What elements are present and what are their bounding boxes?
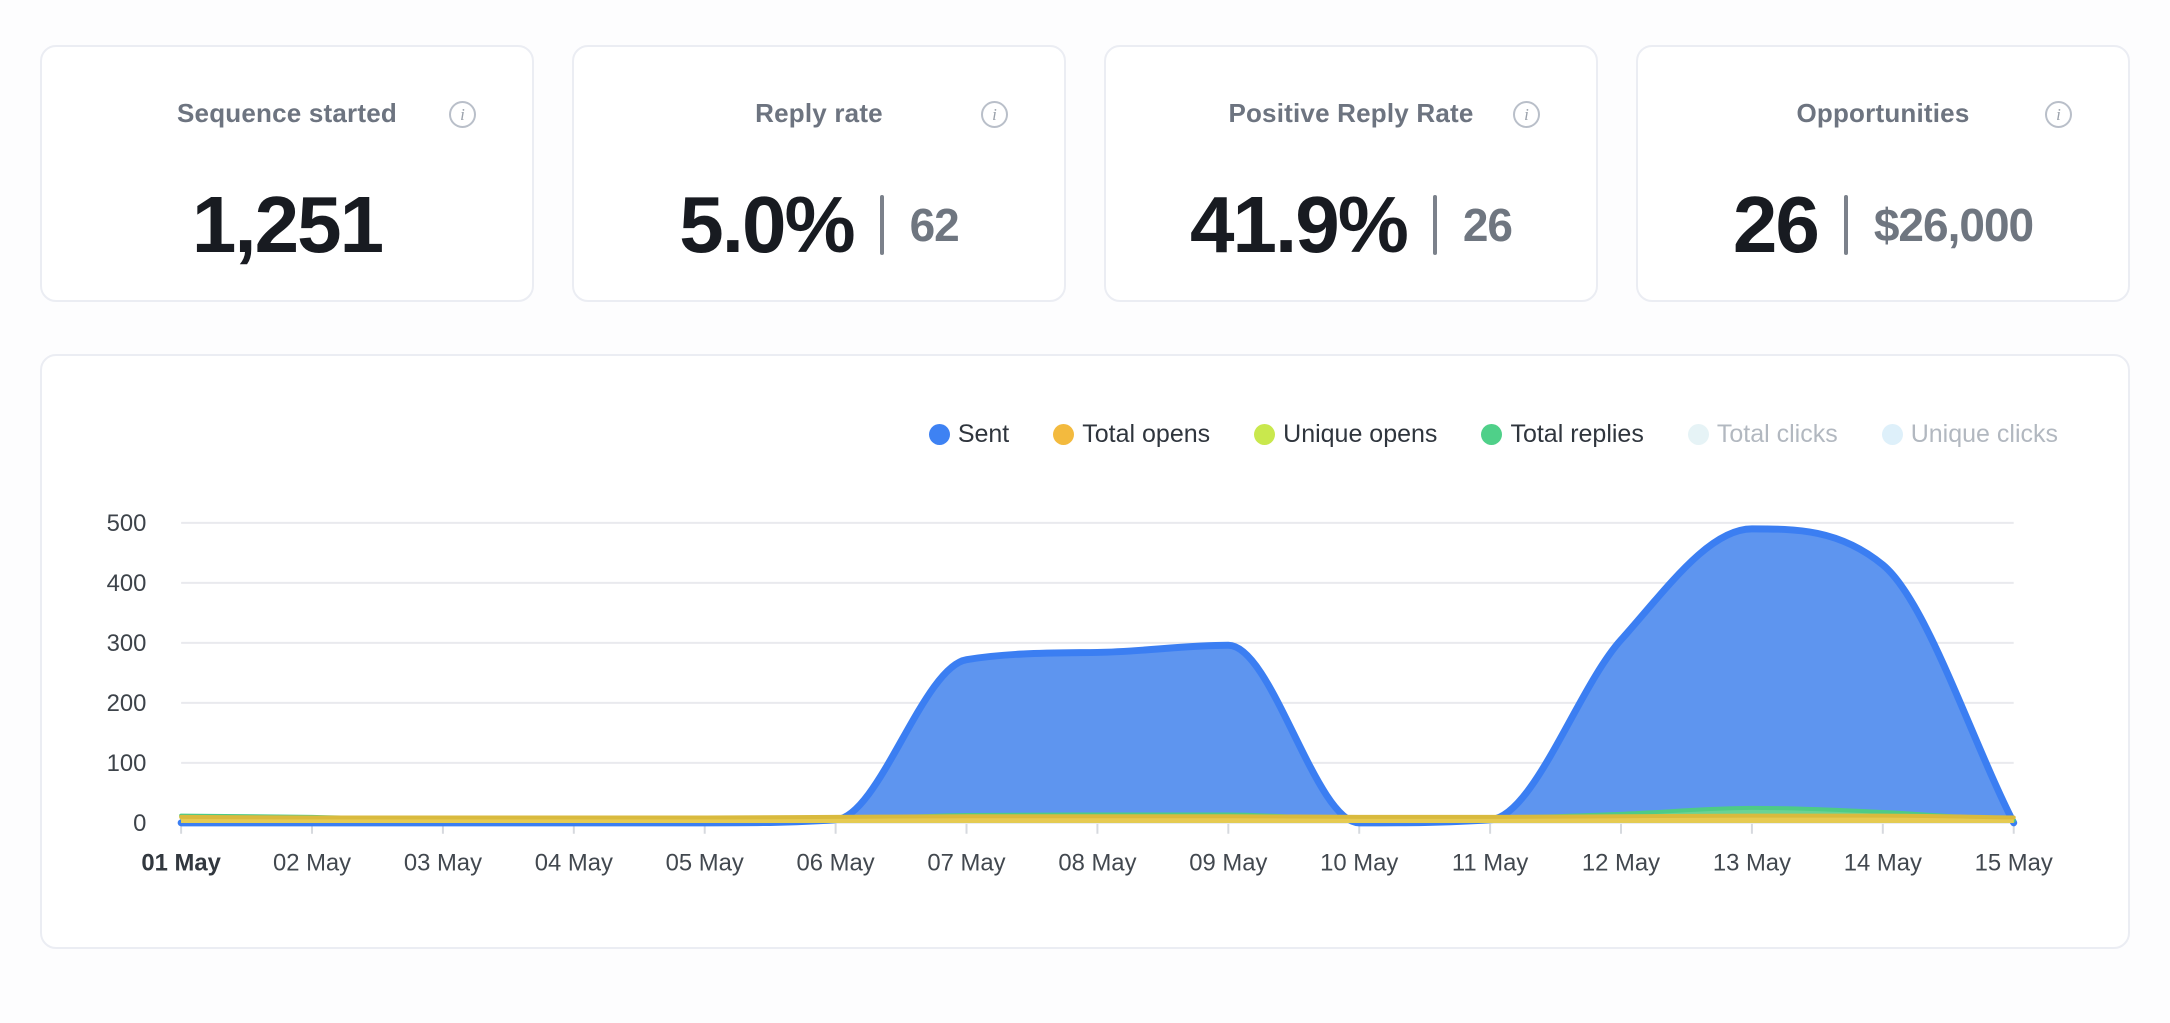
info-icon[interactable]: i — [2045, 101, 2072, 128]
stat-secondary-group: 62 — [879, 195, 960, 255]
stat-secondary-group: 26 — [1432, 195, 1513, 255]
legend-item-unique-clicks[interactable]: Unique clicks — [1881, 420, 2058, 449]
chart-svg: 0 100 200 300 400 500 01 May 02 May 03 May 04 May… — [107, 510, 2053, 877]
stat-value-row: 26 $26,000 — [1732, 179, 2034, 271]
x-axis-label: 08 May — [1058, 850, 1136, 877]
legend-dot — [1481, 424, 1503, 445]
x-axis-label: 11 May — [1452, 850, 1528, 877]
legend-dot — [928, 424, 950, 445]
stat-card-reply-rate: Reply rate i 5.0% 62 — [572, 45, 1066, 302]
x-axis-label: 03 May — [404, 850, 482, 877]
legend-label: Total clicks — [1716, 420, 1838, 448]
info-icon[interactable]: i — [981, 101, 1008, 128]
stat-secondary-group: $26,000 — [1843, 195, 2034, 255]
y-axis-label: 0 — [133, 810, 146, 837]
legend-item-total-clicks[interactable]: Total clicks — [1687, 420, 1838, 449]
stat-card-sequence-started: Sequence started i 1,251 — [40, 45, 534, 302]
y-axis-label: 500 — [107, 510, 147, 537]
legend-dot — [1881, 424, 1903, 445]
y-axis-label: 200 — [107, 690, 147, 717]
stat-card-title: Positive Reply Rate — [1228, 98, 1474, 128]
legend-item-total-opens[interactable]: Total opens — [1053, 420, 1210, 449]
stat-value-row: 5.0% 62 — [679, 179, 960, 271]
x-axis-label: 04 May — [535, 850, 613, 877]
info-icon[interactable]: i — [449, 101, 476, 128]
x-axis-label: 02 May — [273, 850, 351, 877]
stat-card-title: Sequence started — [177, 98, 397, 128]
area-total-opens-stroke — [179, 813, 2016, 820]
value-divider — [1432, 195, 1437, 255]
legend-item-total-replies[interactable]: Total replies — [1481, 420, 1644, 449]
x-axis-label: 15 May — [1975, 850, 2053, 877]
info-icon[interactable]: i — [1513, 101, 1540, 128]
value-divider — [879, 195, 884, 255]
area-sent — [181, 528, 2014, 823]
legend-label: Total opens — [1082, 420, 1211, 448]
stat-card-title: Opportunities — [1796, 98, 1970, 128]
stat-secondary-value: 62 — [909, 199, 960, 251]
sequence-activity-chart-card: Sent Total opens Unique opens Total replies… — [40, 354, 2130, 949]
legend-dot — [1053, 424, 1075, 445]
legend-label: Total replies — [1510, 420, 1644, 448]
x-axis-label: 07 May — [927, 850, 1005, 877]
x-axis-label: 14 May — [1844, 850, 1922, 877]
stat-value-row: 1,251 — [191, 179, 384, 271]
legend-label: Unique opens — [1283, 420, 1438, 448]
stat-cards-row: Sequence started i 1,251 Reply rate i 5.… — [40, 45, 2130, 302]
x-axis-label: 10 May — [1320, 850, 1398, 877]
x-axis-label: 13 May — [1713, 850, 1791, 877]
stat-primary-value: 5.0% — [679, 180, 855, 269]
stat-secondary-value: 26 — [1462, 199, 1513, 251]
y-axis-label: 100 — [107, 750, 147, 777]
legend-label: Sent — [957, 420, 1010, 448]
stat-secondary-value: $26,000 — [1873, 199, 2034, 251]
stat-primary-value: 1,251 — [191, 180, 384, 269]
y-axis-label: 400 — [107, 570, 147, 597]
stat-primary-value: 26 — [1732, 180, 1820, 269]
chart-legend: Sent Total opens Unique opens Total replies… — [928, 420, 2058, 449]
stat-card-positive-reply-rate: Positive Reply Rate i 41.9% 26 — [1104, 45, 1598, 302]
x-axis-label: 09 May — [1189, 850, 1267, 877]
y-axis-label: 300 — [107, 630, 147, 657]
stat-primary-value: 41.9% — [1189, 180, 1409, 269]
x-axis-label: 12 May — [1582, 850, 1660, 877]
legend-item-unique-opens[interactable]: Unique opens — [1254, 420, 1437, 449]
x-axis-label: 01 May — [141, 850, 221, 877]
value-divider — [1843, 195, 1848, 255]
legend-dot — [1687, 424, 1709, 445]
legend-label: Unique clicks — [1910, 420, 2058, 448]
stat-card-title: Reply rate — [755, 98, 883, 128]
stat-value-row: 41.9% 26 — [1189, 179, 1513, 271]
x-axis-label: 05 May — [666, 850, 744, 877]
legend-dot — [1254, 424, 1276, 445]
x-axis-label: 06 May — [797, 850, 875, 877]
stat-card-opportunities: Opportunities i 26 $26,000 — [1636, 45, 2130, 302]
legend-item-sent[interactable]: Sent — [928, 420, 1010, 449]
